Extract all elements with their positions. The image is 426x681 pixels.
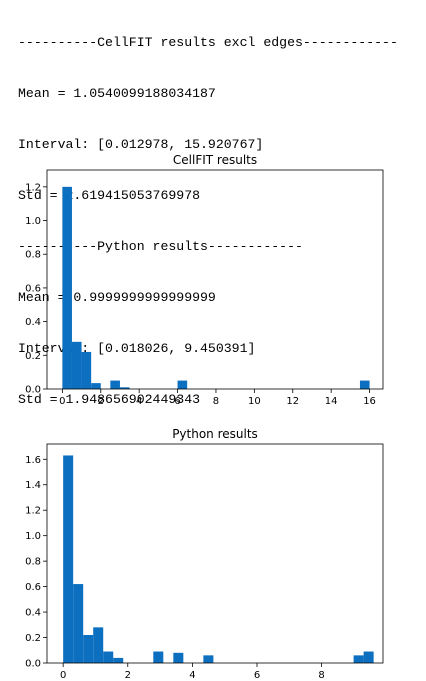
y-tick-label: 0.8 (25, 557, 41, 568)
histogram-bar (103, 651, 114, 663)
histogram-bar (81, 351, 92, 389)
histogram-bar (359, 380, 370, 389)
y-tick-label: 1.2 (25, 506, 41, 517)
histogram-bar (71, 341, 82, 389)
cellfit-histogram: CellFIT results 0 2 4 6 8 10 12 14 16 0.0 0.2 0.4 0.6… (25, 153, 384, 407)
chart-title: CellFIT results (173, 153, 257, 167)
histogram-bar (353, 655, 364, 663)
histogram-bar (177, 380, 188, 389)
console-line: Std = 1.948656902449343 (18, 392, 201, 407)
histogram-bar (62, 186, 72, 389)
chart-title: Python results (172, 427, 258, 441)
y-tick-label: 1.2 (25, 182, 41, 193)
y-tick-label: 1.0 (25, 216, 41, 227)
console-line: Std = 2.619415053769978 (18, 188, 201, 203)
histogram-bar (63, 455, 74, 663)
x-tick-label: 6 (174, 396, 180, 407)
histogram-bar (113, 657, 124, 663)
console-line: Mean = 0.9999999999999999 (18, 290, 216, 305)
x-tick-label: 8 (213, 396, 219, 407)
y-tick-label: 0.2 (25, 633, 41, 644)
x-tick-label: 6 (254, 670, 260, 681)
x-tick-label: 12 (286, 396, 299, 407)
histogram-bar (91, 383, 101, 389)
histogram-bar (153, 651, 164, 663)
console-output: ----------CellFIT results excl edges----… (18, 0, 426, 425)
histogram-bar (173, 652, 184, 663)
y-tick-label: 0.0 (25, 385, 41, 396)
console-line: ----------Python results------------ (18, 239, 303, 254)
x-tick-label: 0 (60, 670, 66, 681)
x-tick-label: 0 (59, 396, 65, 407)
histogram-bar (203, 655, 214, 663)
console-line: Interval: [0.012978, 15.920767] (18, 137, 264, 152)
histogram-bar (110, 380, 120, 389)
y-tick-label: 0.4 (25, 608, 41, 619)
histogram-bar (73, 584, 84, 663)
y-tick-label: 0.8 (25, 250, 41, 261)
y-tick-label: 0.4 (25, 317, 41, 328)
x-tick-label: 4 (136, 396, 142, 407)
y-tick-label: 1.6 (25, 455, 41, 466)
x-tick-label: 10 (248, 396, 261, 407)
python-histogram: Python results 0 2 4 6 8 0.0 0.2 0.4 0.6 0.8 1.0 1.2… (25, 427, 384, 681)
axes-frame (46, 169, 384, 390)
x-tick-label: 4 (189, 670, 195, 681)
y-tick-label: 1.0 (25, 531, 41, 542)
console-line: ----------CellFIT results excl edges----… (18, 35, 398, 50)
histogram-bar (363, 651, 374, 663)
x-tick-label: 2 (125, 670, 131, 681)
histogram-bar (83, 634, 94, 663)
y-tick-label: 0.0 (25, 659, 41, 670)
console-line: Mean = 1.0540099188034187 (18, 86, 216, 101)
y-tick-label: 1.4 (25, 480, 41, 491)
x-tick-label: 2 (98, 396, 104, 407)
histogram-bar (93, 627, 104, 663)
x-tick-label: 8 (318, 670, 324, 681)
y-tick-label: 0.6 (25, 283, 41, 294)
y-tick-label: 0.6 (25, 582, 41, 593)
axes-frame (46, 443, 384, 664)
y-tick-label: 0.2 (25, 351, 41, 362)
x-tick-label: 14 (325, 396, 338, 407)
histogram-bar (119, 387, 130, 389)
x-tick-label: 16 (363, 396, 376, 407)
